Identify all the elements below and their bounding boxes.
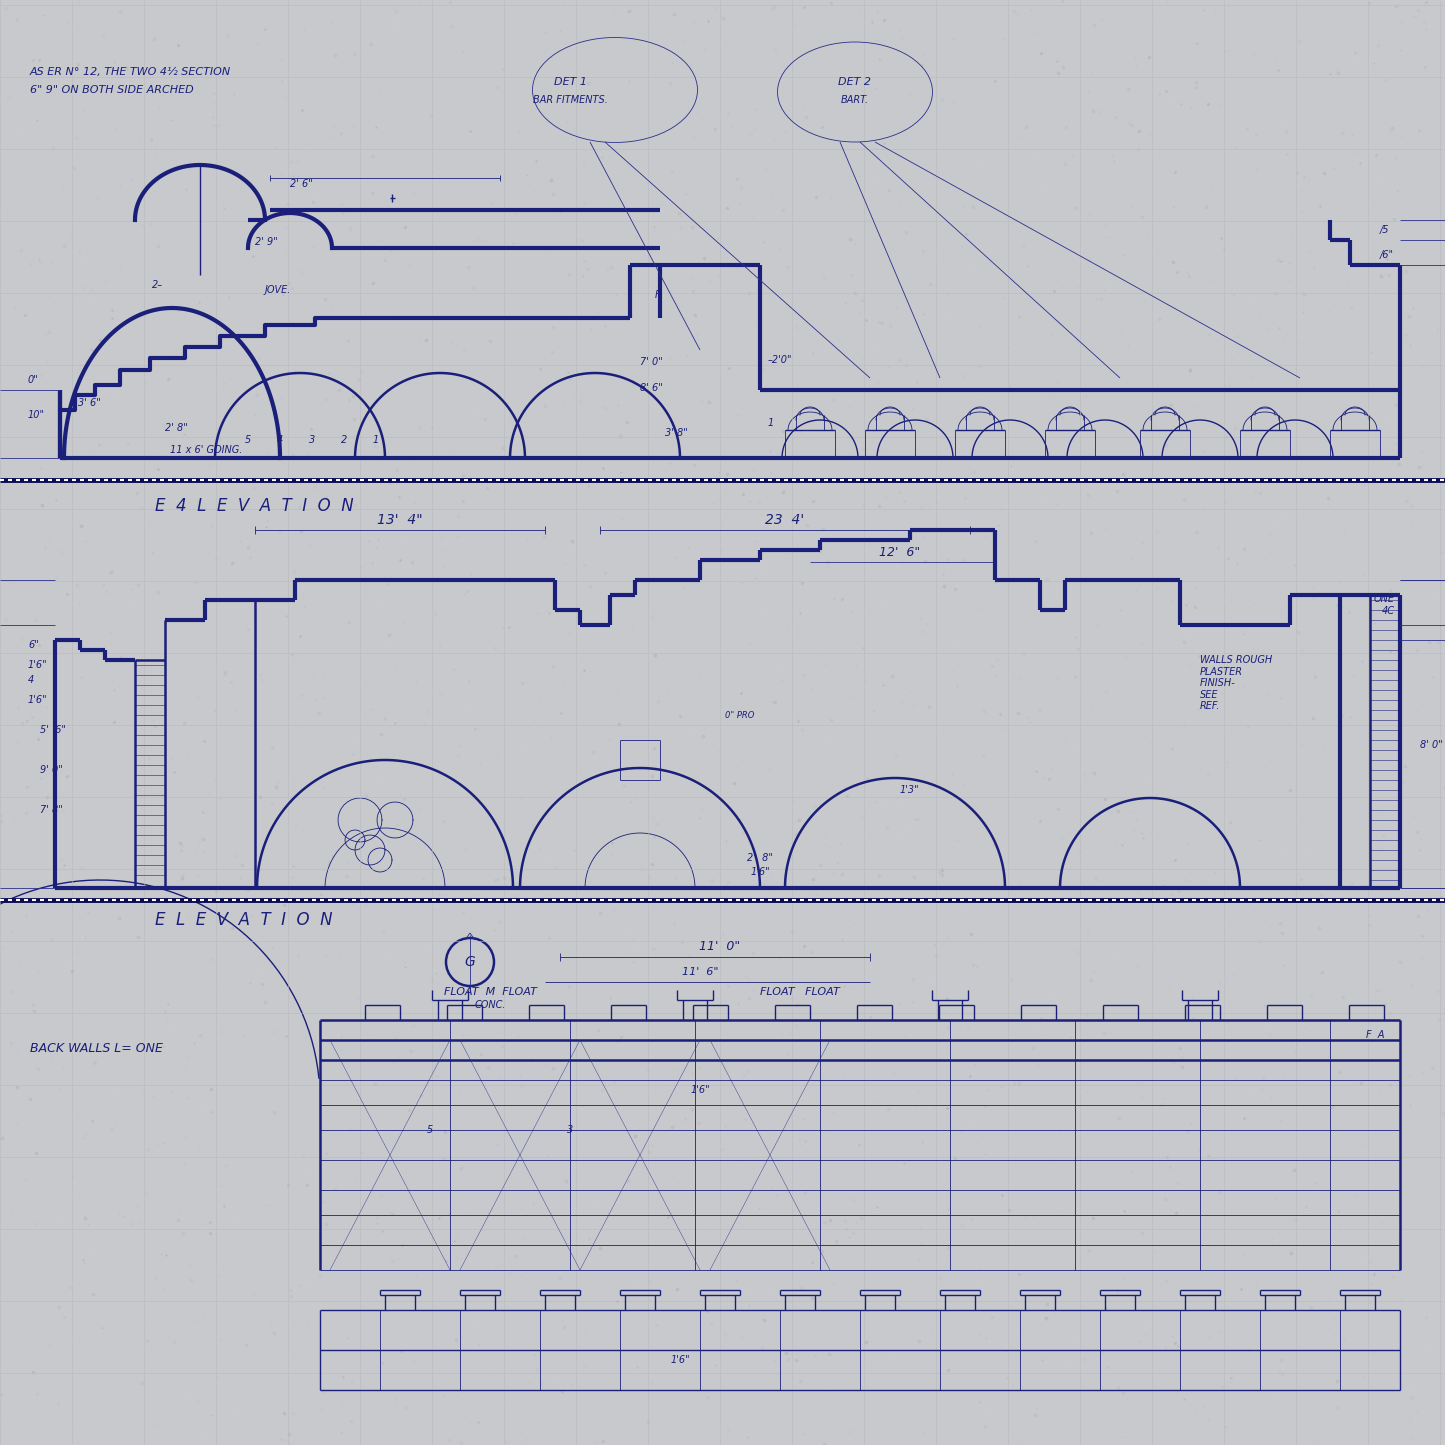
Text: E  4  L  E  V  A  T  I  O  N: E 4 L E V A T I O N [155, 497, 354, 514]
Text: 5'  6": 5' 6" [40, 725, 66, 736]
Text: E  L  E  V  A  T  I  O  N: E L E V A T I O N [155, 910, 332, 929]
Text: 3' 6": 3' 6" [78, 397, 101, 407]
Text: AS ER N° 12, THE TWO 4½ SECTION: AS ER N° 12, THE TWO 4½ SECTION [30, 66, 231, 77]
Text: 5: 5 [246, 435, 251, 445]
Text: 0" PRO: 0" PRO [725, 711, 754, 720]
Text: /5: /5 [1380, 225, 1390, 236]
Text: 1'6": 1'6" [691, 1085, 709, 1095]
Text: 7' 0": 7' 0" [640, 357, 663, 367]
Text: F  A: F A [1366, 1030, 1384, 1040]
Text: 9' 0": 9' 0" [40, 764, 62, 775]
Text: 3: 3 [566, 1126, 574, 1134]
Text: 11 x 6' GOING.: 11 x 6' GOING. [171, 445, 243, 455]
Text: G: G [465, 955, 475, 970]
Text: 23  4': 23 4' [766, 513, 805, 527]
Text: FLOAT  M  FLOAT: FLOAT M FLOAT [444, 987, 536, 997]
Text: 6" 9" ON BOTH SIDE ARCHED: 6" 9" ON BOTH SIDE ARCHED [30, 85, 194, 95]
Text: 1'6": 1'6" [27, 695, 48, 705]
Text: 1: 1 [373, 435, 379, 445]
Text: BART.: BART. [841, 95, 868, 105]
Text: 2' 6": 2' 6" [290, 179, 312, 189]
Text: 1'6": 1'6" [27, 660, 48, 670]
Text: 3' 8": 3' 8" [665, 428, 688, 438]
Text: 2' 8": 2' 8" [165, 423, 188, 434]
Text: 4: 4 [27, 675, 35, 685]
Text: /6": /6" [1380, 250, 1394, 260]
Text: JOVE.: JOVE. [264, 285, 292, 295]
Text: 1: 1 [767, 418, 775, 428]
Text: 12'  6": 12' 6" [880, 546, 920, 559]
Text: DET 1: DET 1 [553, 77, 587, 87]
Text: 1'6": 1'6" [670, 1355, 689, 1366]
Text: 1'6": 1'6" [750, 867, 770, 877]
Text: 8' 6": 8' 6" [640, 383, 663, 393]
Text: 4: 4 [277, 435, 283, 445]
Text: 0": 0" [27, 376, 39, 384]
Text: 2' 9": 2' 9" [254, 237, 277, 247]
Text: 2: 2 [341, 435, 347, 445]
Text: 10": 10" [27, 410, 45, 420]
Text: 8' 0": 8' 0" [1420, 740, 1442, 750]
Text: 6": 6" [27, 640, 39, 650]
Text: F: F [655, 290, 660, 301]
Text: 5: 5 [426, 1126, 434, 1134]
Text: 2'  8": 2' 8" [747, 853, 773, 863]
Text: 7' 8": 7' 8" [40, 805, 62, 815]
Text: DET 2: DET 2 [838, 77, 871, 87]
Text: 13'  4": 13' 4" [377, 513, 423, 527]
Text: 3: 3 [309, 435, 315, 445]
Text: FLOAT   FLOAT: FLOAT FLOAT [760, 987, 840, 997]
Text: BACK WALLS L= ONE: BACK WALLS L= ONE [30, 1042, 163, 1055]
Text: 11'  6": 11' 6" [682, 967, 718, 977]
Text: WALLS ROUGH
PLASTER
FINISH-
SEE
REF.: WALLS ROUGH PLASTER FINISH- SEE REF. [1199, 655, 1272, 711]
Text: CONC.: CONC. [474, 1000, 506, 1010]
Text: 2–: 2– [152, 280, 163, 290]
Text: 11'  0": 11' 0" [699, 939, 740, 952]
Text: ONE
4C: ONE 4C [1374, 594, 1394, 616]
Text: –2'0": –2'0" [767, 355, 792, 366]
Text: 1'3": 1'3" [900, 785, 919, 795]
Text: BAR FITMENTS.: BAR FITMENTS. [533, 95, 607, 105]
